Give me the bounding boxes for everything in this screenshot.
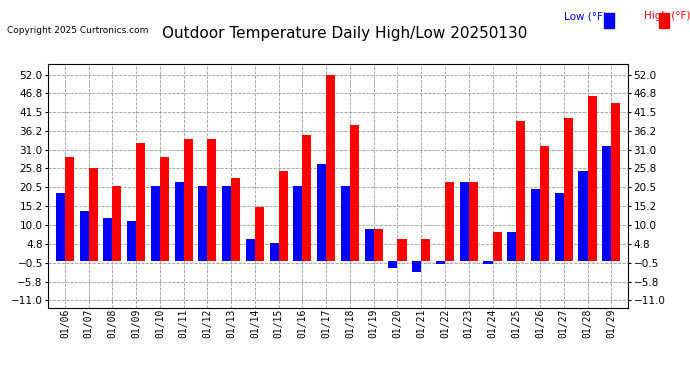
Bar [397,239,406,261]
Bar [507,232,516,261]
Bar [293,186,302,261]
Bar [160,157,169,261]
Bar [175,182,184,261]
Bar [374,229,383,261]
Bar [350,124,359,261]
Bar [516,121,525,261]
Bar [89,168,98,261]
Bar [412,261,421,272]
Bar [436,261,445,264]
Bar [112,186,121,261]
Bar [199,186,208,261]
Bar [564,117,573,261]
Bar [421,239,431,261]
Bar [587,96,597,261]
Bar [255,207,264,261]
Bar [484,261,493,264]
Bar [460,182,469,261]
Bar [184,139,193,261]
Bar [611,103,620,261]
Bar [302,135,311,261]
Bar [222,186,231,261]
Text: Outdoor Temperature Daily High/Low 20250130: Outdoor Temperature Daily High/Low 20250… [162,26,528,41]
Bar [540,146,549,261]
Bar [56,193,65,261]
Bar [231,178,240,261]
Text: High (°F): High (°F) [644,11,690,21]
Bar [65,157,74,261]
Bar [365,229,374,261]
Bar [104,218,112,261]
Bar [79,211,89,261]
Bar [317,164,326,261]
Bar [151,186,160,261]
Bar [208,139,217,261]
Bar [555,193,564,261]
Bar [388,261,397,268]
Bar [127,222,136,261]
Bar [279,171,288,261]
Bar [341,186,350,261]
Text: Copyright 2025 Curtronics.com: Copyright 2025 Curtronics.com [7,26,148,35]
Bar [578,171,587,261]
Bar [445,182,454,261]
Bar [602,146,611,261]
Bar [493,232,502,261]
Bar [469,182,477,261]
Bar [270,243,279,261]
Bar [326,75,335,261]
Bar [531,189,540,261]
Bar [136,142,145,261]
Bar [246,239,255,261]
Text: Low (°F): Low (°F) [564,11,607,21]
